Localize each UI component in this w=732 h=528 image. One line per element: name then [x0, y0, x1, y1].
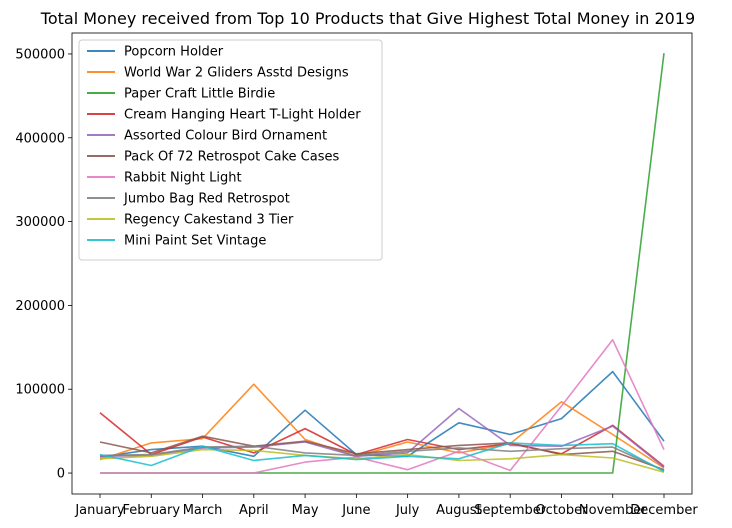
series-line [99, 448, 665, 473]
x-tick-label: October [535, 503, 588, 518]
legend-label: World War 2 Gliders Asstd Designs [124, 66, 349, 81]
x-tick-label: August [436, 503, 482, 518]
series-line [99, 370, 665, 458]
series-line [99, 435, 665, 471]
plot-frame [71, 32, 693, 495]
legend-label: Regency Cakestand 3 Tier [124, 213, 294, 228]
legend-label: Pack Of 72 Retrospot Cake Cases [124, 150, 339, 165]
x-tick-label: March [183, 503, 223, 518]
legend-item: Rabbit Night Light [87, 171, 242, 186]
legend-item: Popcorn Holder [87, 45, 224, 60]
x-tick-label: June [341, 503, 370, 518]
axes: 0 100000 200000 300000 400000 500000 JanuaryFe… [15, 47, 698, 518]
legend-item: Mini Paint Set Vintage [87, 234, 266, 249]
y-tick-label: 100000 [15, 383, 65, 398]
legend-item: Jumbo Bag Red Retrospot [87, 192, 290, 207]
y-tick-label: 500000 [15, 47, 65, 62]
legend-item: Assorted Colour Bird Ornament [87, 129, 327, 144]
x-tick-label: July [395, 503, 420, 518]
y-tick-label: 400000 [15, 131, 65, 146]
x-tick-label: November [579, 503, 647, 518]
x-tick-label: January [74, 503, 125, 518]
x-tick-label: February [122, 503, 180, 518]
y-tick-label: 0 [57, 467, 65, 482]
legend-label: Cream Hanging Heart T-Light Holder [124, 108, 361, 123]
legend-label: Paper Craft Little Birdie [124, 87, 275, 102]
legend-label: Jumbo Bag Red Retrospot [123, 192, 290, 207]
series-line [100, 338, 665, 474]
legend-item: World War 2 Gliders Asstd Designs [87, 66, 349, 81]
series-layer [99, 53, 665, 474]
x-tick-label: December [630, 503, 698, 518]
legend-label: Popcorn Holder [124, 45, 224, 60]
y-tick-label: 200000 [15, 299, 65, 314]
legend-item: Regency Cakestand 3 Tier [87, 213, 294, 228]
legend-label: Rabbit Night Light [124, 171, 242, 186]
legend-item: Paper Craft Little Birdie [87, 87, 275, 102]
series-8 [99, 448, 665, 473]
x-tick-label: September [474, 503, 547, 518]
series-9 [99, 442, 665, 473]
legend: Popcorn Holder World War 2 Gliders Asstd … [78, 39, 383, 261]
legend-item: Pack Of 72 Retrospot Cake Cases [87, 150, 339, 165]
x-tick-label: April [239, 503, 269, 518]
legend-label: Mini Paint Set Vintage [124, 234, 266, 249]
legend-label: Assorted Colour Bird Ornament [124, 129, 327, 144]
x-tick-label: May [292, 503, 319, 518]
series-6 [99, 338, 665, 474]
y-tick-label: 300000 [15, 215, 65, 230]
legend-frame [78, 39, 383, 261]
series-line [99, 442, 665, 473]
legend-item: Cream Hanging Heart T-Light Holder [87, 108, 361, 123]
chart-title: Total Money received from Top 10 Product… [40, 9, 695, 28]
series-line [99, 445, 665, 472]
